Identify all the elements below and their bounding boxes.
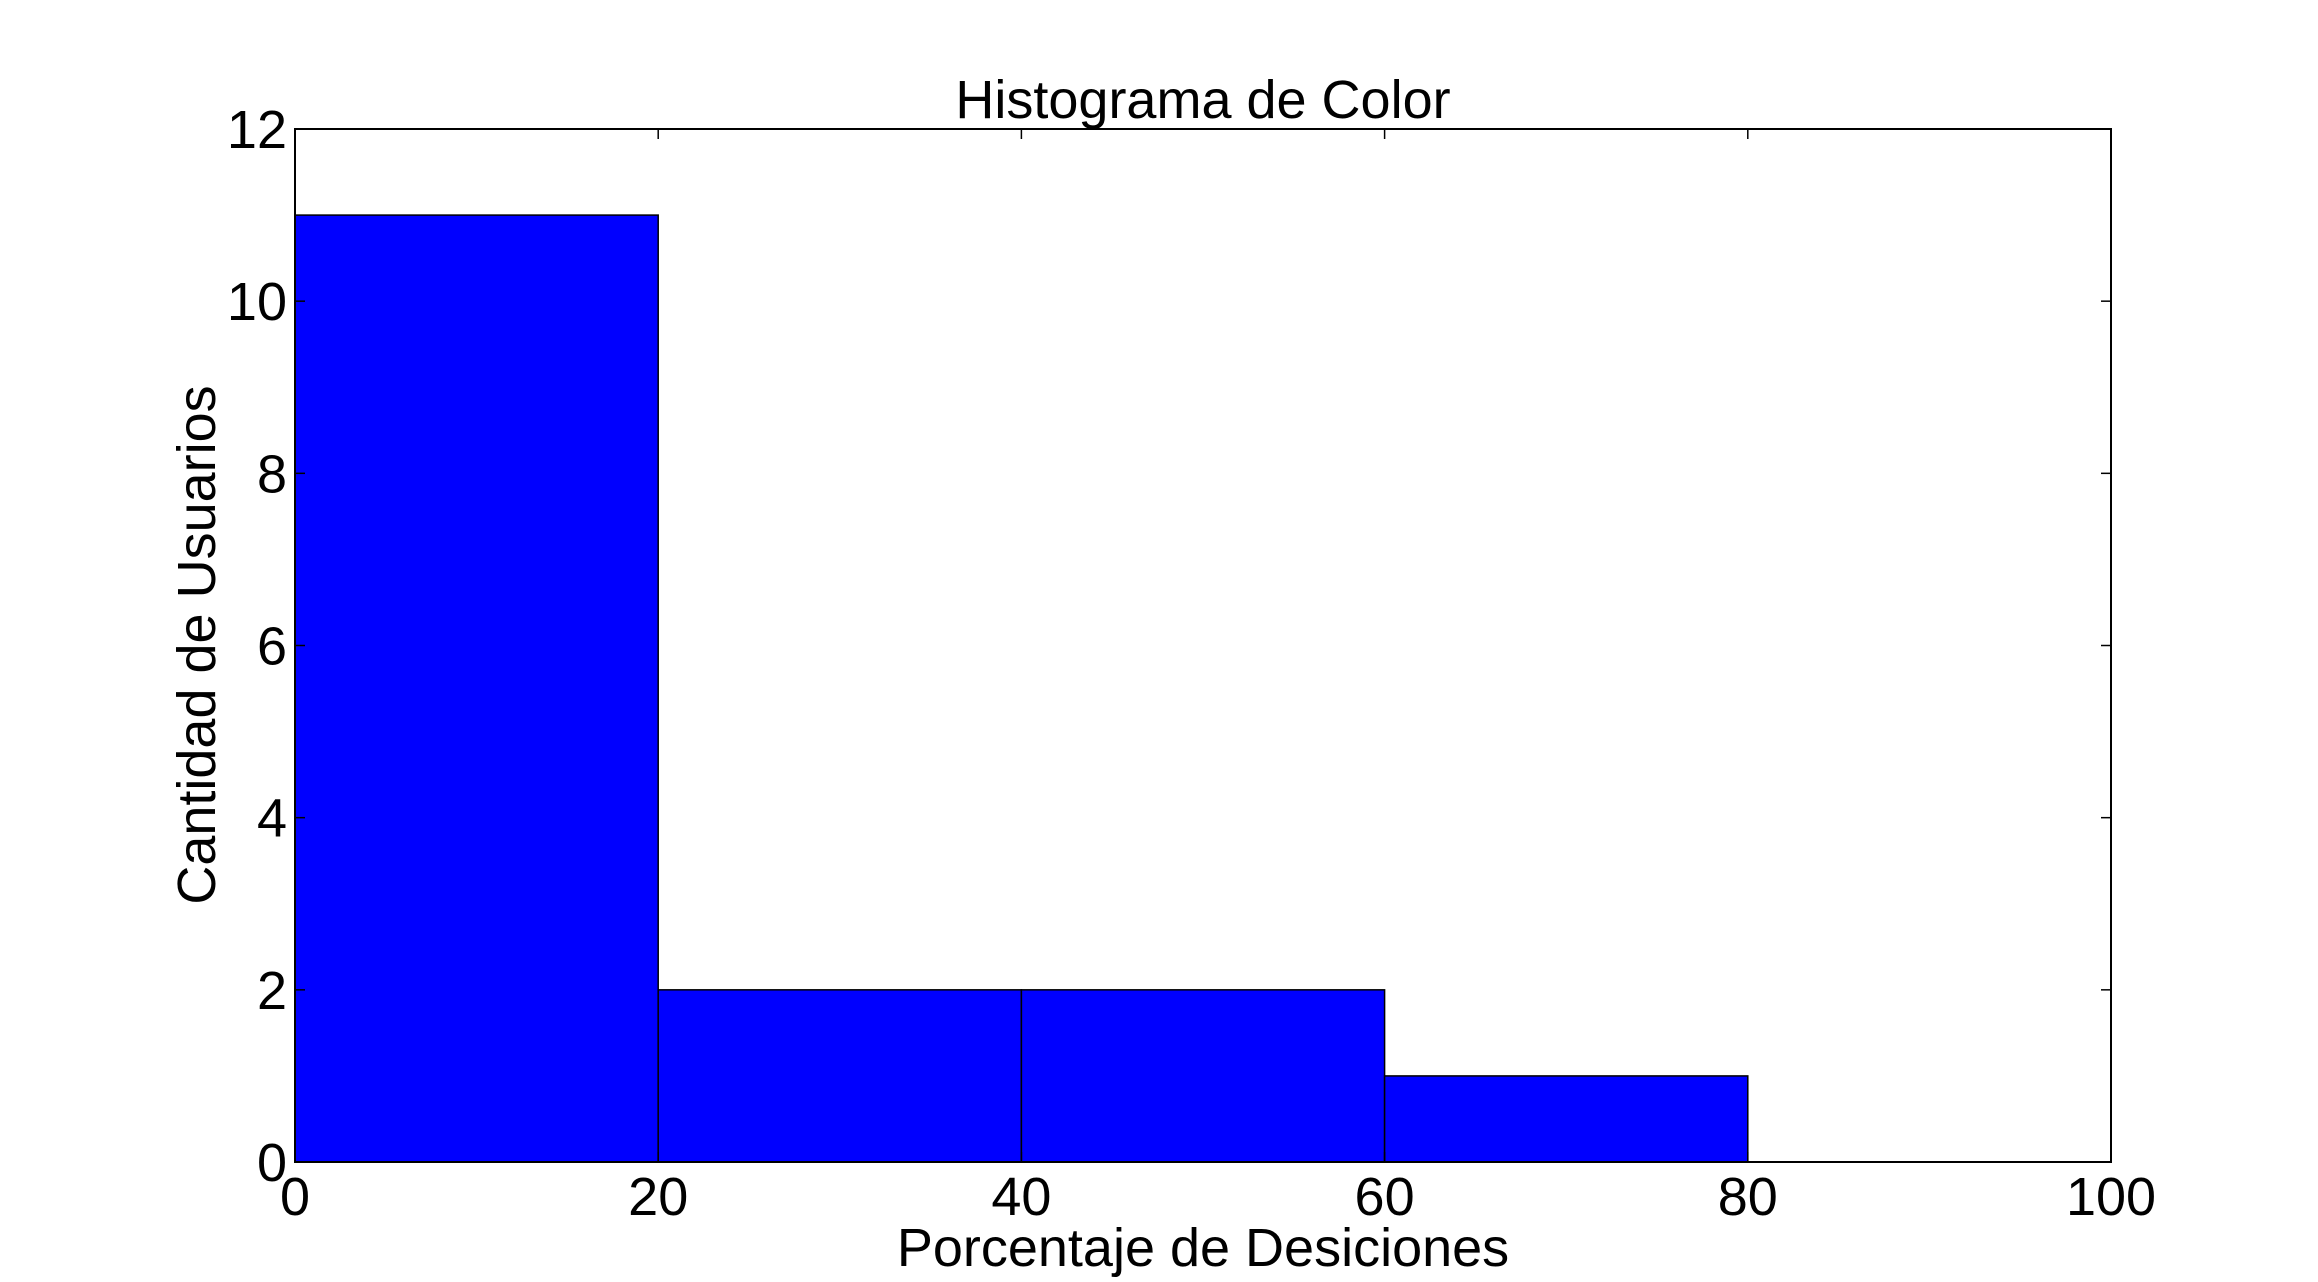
y-tick-label-3: 6 (257, 617, 287, 677)
x-tick-label-0: 0 (280, 1167, 310, 1227)
y-tick-label-6: 12 (227, 100, 287, 160)
y-tick-label-2: 4 (257, 789, 287, 849)
x-tick-label-5: 100 (2066, 1167, 2156, 1227)
histogram-bar-1 (657, 989, 1023, 1163)
y-tick-label-4: 8 (257, 444, 287, 504)
y-tick-label-0: 0 (257, 1133, 287, 1193)
y-tick-label-5: 10 (227, 272, 287, 332)
x-tick-label-4: 80 (1718, 1167, 1778, 1227)
histogram-bar-2 (1020, 989, 1386, 1163)
x-tick-label-1: 20 (628, 1167, 688, 1227)
y-tick-label-1: 2 (257, 961, 287, 1021)
chart-title: Histograma de Color (955, 70, 1450, 130)
y-axis-label: Cantidad de Usuarios (167, 385, 227, 904)
bars-layer (294, 214, 1749, 1163)
x-tick-label-2: 40 (991, 1167, 1051, 1227)
ticks-layer: 0 20 40 60 80 100 0 2 4 6 8 10 12 (227, 100, 2156, 1227)
plot-frame (294, 128, 2112, 1163)
x-axis-label: Porcentaje de Desiciones (897, 1218, 1509, 1277)
histogram-bar-0 (294, 214, 659, 1163)
histogram-bar-3 (1383, 1075, 1749, 1163)
x-tick-label-3: 60 (1355, 1167, 1415, 1227)
